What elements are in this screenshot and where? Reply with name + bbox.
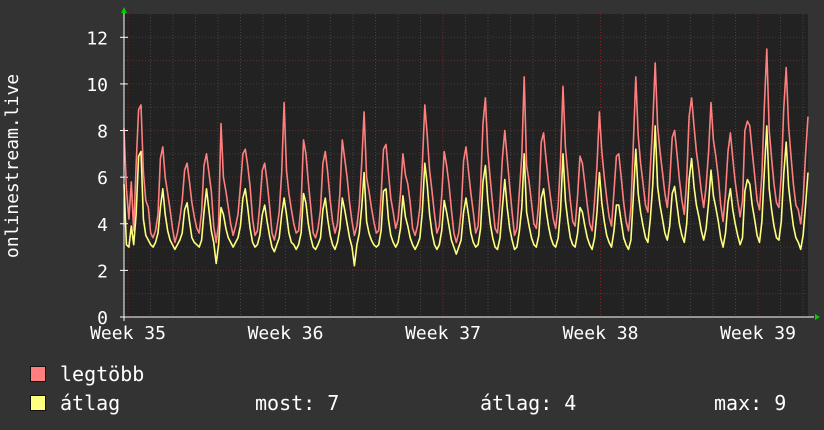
y-tick-label: 2: [97, 261, 108, 282]
x-tick-label: Week 37: [405, 323, 481, 344]
x-tick-label: Week 35: [90, 323, 166, 344]
y-axis-label: onlinestream.live: [2, 74, 23, 258]
series-group: [123, 48, 809, 267]
x-tick-label: Week 36: [248, 323, 324, 344]
y-axis-ticks: 0 2 4 6 8 10 12: [86, 28, 128, 329]
x-axis-ticks: Week 35 Week 36 Week 37 Week 38 Week 39: [90, 14, 796, 344]
y-tick-label: 8: [97, 122, 108, 143]
series-line-avg: [123, 125, 809, 267]
y-axis-arrow: [121, 7, 127, 13]
y-tick-label: 0: [97, 308, 108, 329]
x-tick-label: Week 39: [720, 323, 796, 344]
x-tick-label: Week 38: [563, 323, 639, 344]
y-tick-label: 10: [86, 75, 108, 96]
x-axis-arrow: [815, 314, 820, 320]
y-tick-label: 6: [97, 168, 108, 189]
y-tick-label: 12: [86, 28, 108, 49]
series-line-max: [123, 48, 809, 244]
y-tick-label: 4: [97, 215, 108, 236]
